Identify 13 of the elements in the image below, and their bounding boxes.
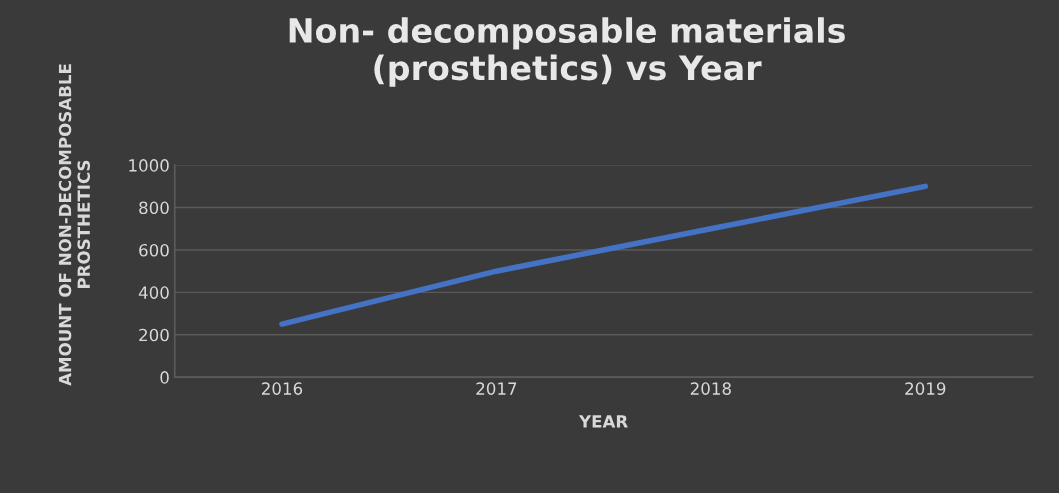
y-tick-label: 1000 xyxy=(129,159,169,172)
y-tick-label: 400 xyxy=(138,286,169,299)
y-axis-title: AMOUNT OF NON-DECOMPOSABLE PROSTHETICS xyxy=(58,64,91,386)
y-tick-label: 0 xyxy=(160,371,169,384)
x-axis-title: YEAR xyxy=(578,415,628,428)
x-tick-label: 2016 xyxy=(261,382,303,395)
x-tick-label: 2019 xyxy=(905,382,946,395)
y-tick-label: 600 xyxy=(139,243,169,257)
y-tick-label: 800 xyxy=(139,201,169,215)
x-tick-label: 2018 xyxy=(690,382,731,395)
chart-title: Non- decomposable materials (prosthetics) vs Year xyxy=(289,17,845,87)
y-tick-label: 200 xyxy=(139,328,169,342)
x-tick-label: 2017 xyxy=(476,382,517,395)
